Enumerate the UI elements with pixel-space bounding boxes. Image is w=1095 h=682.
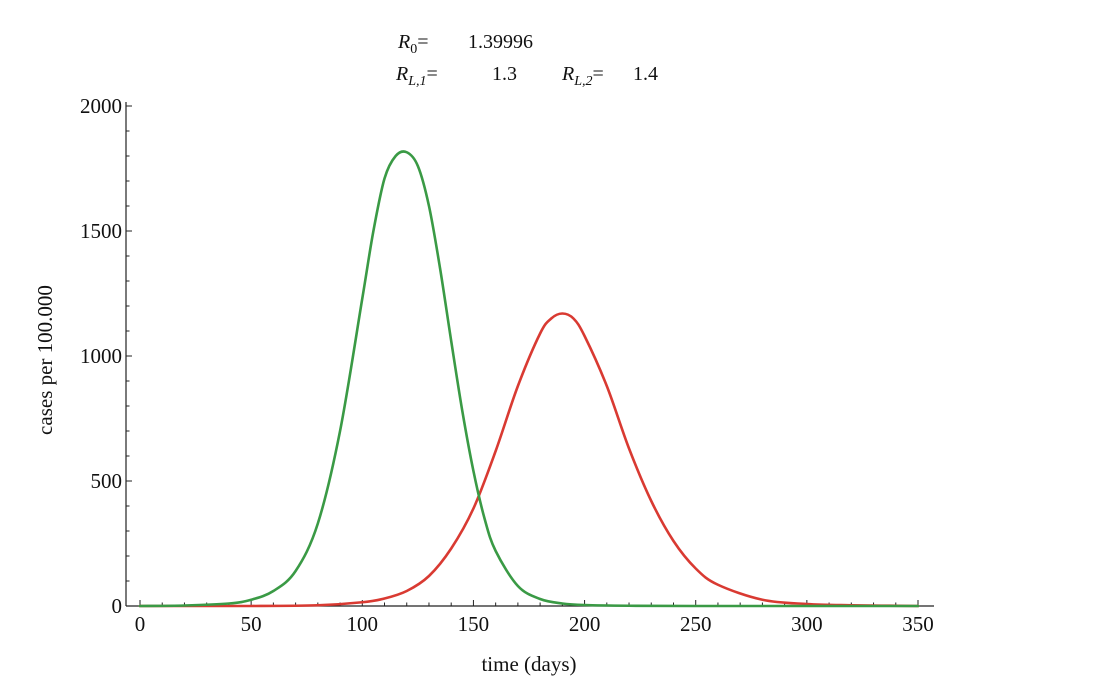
param-rl1-symbol: R [395, 63, 408, 85]
parameter-readout: R0= 1.39996 RL,1= 1.3 RL,2= 1.4 [395, 31, 658, 89]
y-axis-tick-labels: 0 500 1000 1500 2000 [80, 94, 122, 618]
x-tick-label: 50 [241, 612, 262, 636]
y-tick-label: 0 [112, 594, 123, 618]
param-rl1-subscript: L,1 [407, 74, 426, 89]
x-axis-title: time (days) [481, 652, 576, 676]
x-tick-label: 0 [135, 612, 146, 636]
series-line-green [138, 150, 920, 608]
param-rl1-equals: = [427, 63, 438, 85]
x-tick-label: 250 [680, 612, 712, 636]
param-rl2-subscript: L,2 [573, 74, 592, 89]
series-layer [138, 150, 920, 608]
x-tick-label: 150 [458, 612, 490, 636]
y-axis-title: cases per 100.000 [33, 285, 57, 435]
y-tick-label: 1500 [80, 219, 122, 243]
param-rl2-equals: = [593, 63, 604, 85]
param-rl1-value: 1.3 [492, 63, 517, 85]
param-rl2: RL,2= [561, 63, 604, 89]
param-r0-equals: = [417, 31, 428, 53]
param-rl1: RL,1= [395, 63, 438, 89]
y-axis-ticks [126, 105, 132, 607]
x-tick-label: 350 [902, 612, 934, 636]
param-r0-subscript: 0 [410, 42, 417, 57]
y-tick-label: 1000 [80, 344, 122, 368]
param-r0-value: 1.39996 [468, 31, 533, 53]
x-tick-label: 300 [791, 612, 823, 636]
param-rl2-symbol: R [561, 63, 574, 85]
y-tick-label: 500 [91, 469, 123, 493]
series-line-red [138, 312, 920, 608]
y-tick-label: 2000 [80, 94, 122, 118]
param-rl2-value: 1.4 [633, 63, 658, 85]
x-tick-label: 200 [569, 612, 601, 636]
param-r0: R0= [397, 31, 429, 57]
x-axis-tick-labels: 0 50 100 150 200 250 300 350 [135, 612, 934, 636]
param-r0-symbol: R [397, 31, 410, 53]
x-tick-label: 100 [347, 612, 379, 636]
